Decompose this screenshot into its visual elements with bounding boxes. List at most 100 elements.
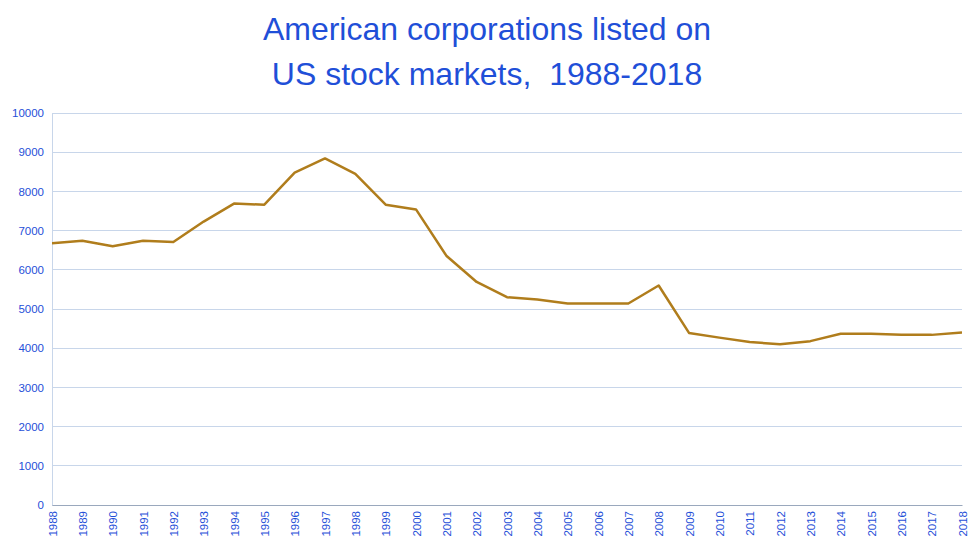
x-tick-label: 2004 <box>532 510 544 536</box>
x-tick-label: 2009 <box>684 511 696 537</box>
x-tick-label: 1999 <box>380 511 392 537</box>
grid-line <box>52 465 962 466</box>
x-tick: 1996 <box>289 505 301 537</box>
x-tick: 2006 <box>593 505 605 537</box>
x-tick-label: 1992 <box>168 511 180 537</box>
x-tick-label: 1989 <box>77 511 89 537</box>
x-tick: 1998 <box>350 505 362 537</box>
x-tick: 2002 <box>471 505 483 537</box>
y-tick: 0 <box>38 499 52 511</box>
x-tick: 2007 <box>623 505 635 537</box>
y-tick-label: 1000 <box>18 460 44 472</box>
x-tick-label: 2007 <box>623 511 635 537</box>
x-tick: 1991 <box>138 505 150 537</box>
x-tick-label: 1994 <box>229 510 241 536</box>
x-tick: 2013 <box>805 505 817 537</box>
x-tick: 1989 <box>77 505 89 537</box>
x-tick-label: 1997 <box>320 511 332 537</box>
x-tick: 1999 <box>380 505 392 537</box>
x-tick-label: 1991 <box>138 511 150 537</box>
grid-line <box>52 348 962 349</box>
x-tick-label: 2001 <box>441 511 453 537</box>
x-tick: 1997 <box>320 505 332 537</box>
x-tick-label: 2011 <box>744 511 756 536</box>
x-tick-label: 1990 <box>107 511 119 537</box>
y-tick-label: 4000 <box>18 342 44 354</box>
x-tick-label: 2013 <box>805 511 817 537</box>
y-tick: 9000 <box>18 146 52 158</box>
grid <box>52 113 962 505</box>
y-axis: 0 1000 2000 3000 4000 5000 6000 7000 8000 9000 100… <box>12 107 52 511</box>
x-tick: 1990 <box>107 505 119 537</box>
grid-line <box>52 426 962 427</box>
x-tick: 2018 <box>957 505 969 537</box>
x-tick: 1995 <box>259 505 271 537</box>
x-tick-label: 2014 <box>835 510 847 536</box>
grid-line <box>52 113 962 114</box>
y-tick-label: 0 <box>38 499 44 511</box>
x-axis: 1988 1989 1990 1991 1992 1993 1994 1995 1996 1997… <box>47 505 969 537</box>
x-tick: 2011 <box>744 505 756 536</box>
plot: 0 1000 2000 3000 4000 5000 6000 7000 8000 9000 100… <box>12 107 969 536</box>
y-axis-line <box>52 114 53 506</box>
x-tick-label: 1996 <box>289 511 301 537</box>
x-tick: 2017 <box>926 505 938 537</box>
chart: American corporations listed on US stock … <box>0 0 974 547</box>
x-tick: 2009 <box>684 505 696 537</box>
x-tick: 2004 <box>532 505 544 537</box>
x-tick: 2005 <box>562 505 574 537</box>
x-tick-label: 1998 <box>350 511 362 537</box>
grid-line <box>52 269 962 270</box>
y-tick-label: 6000 <box>18 264 44 276</box>
grid-line <box>52 152 962 153</box>
x-tick-label: 1995 <box>259 511 271 537</box>
x-tick-label: 1988 <box>47 511 59 537</box>
x-tick-label: 1993 <box>198 511 210 537</box>
y-tick: 8000 <box>18 186 52 198</box>
y-tick-label: 10000 <box>12 107 44 119</box>
x-tick-label: 2017 <box>926 511 938 537</box>
y-tick-label: 8000 <box>18 186 44 198</box>
x-tick: 1994 <box>229 505 241 537</box>
x-tick-label: 2018 <box>957 511 969 537</box>
x-tick-label: 2012 <box>775 511 787 537</box>
series <box>52 158 962 344</box>
x-tick: 2001 <box>441 505 453 537</box>
y-tick: 3000 <box>18 382 52 394</box>
y-tick: 6000 <box>18 264 52 276</box>
y-tick-label: 5000 <box>18 303 44 315</box>
x-tick: 2014 <box>835 505 847 537</box>
grid-line <box>52 191 962 192</box>
x-tick: 1992 <box>168 505 180 537</box>
y-tick-label: 2000 <box>18 421 44 433</box>
y-tick: 10000 <box>12 107 52 119</box>
x-tick-label: 2015 <box>866 511 878 537</box>
x-tick: 2003 <box>502 505 514 537</box>
x-tick: 2012 <box>775 505 787 537</box>
x-tick: 1993 <box>198 505 210 537</box>
y-tick: 4000 <box>18 342 52 354</box>
x-tick-label: 2000 <box>411 511 423 537</box>
grid-line <box>52 505 962 506</box>
grid-line <box>52 309 962 310</box>
x-tick-label: 2005 <box>562 511 574 537</box>
y-tick: 7000 <box>18 225 52 237</box>
y-tick-label: 3000 <box>18 382 44 394</box>
y-tick-label: 7000 <box>18 225 44 237</box>
y-tick: 1000 <box>18 460 52 472</box>
title: American corporations listed on US stock … <box>263 11 711 92</box>
x-tick-label: 2002 <box>471 511 483 537</box>
x-tick-label: 2006 <box>593 511 605 537</box>
x-tick: 2008 <box>653 505 665 537</box>
grid-line <box>52 387 962 388</box>
x-tick: 2010 <box>714 505 726 537</box>
x-tick: 1988 <box>47 505 59 537</box>
y-tick: 5000 <box>18 303 52 315</box>
x-tick-label: 2010 <box>714 511 726 537</box>
y-tick: 2000 <box>18 421 52 433</box>
x-tick: 2000 <box>411 505 423 537</box>
x-tick: 2015 <box>866 505 878 537</box>
x-tick: 2016 <box>896 505 908 537</box>
title-line: American corporations listed on <box>263 11 711 47</box>
title-line: US stock markets, 1988-2018 <box>272 56 702 92</box>
